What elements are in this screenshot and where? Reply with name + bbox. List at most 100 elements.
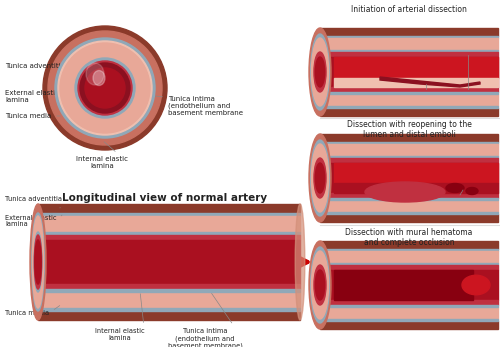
Ellipse shape <box>35 240 41 284</box>
Text: False lumen: False lumen <box>408 89 444 94</box>
Ellipse shape <box>309 241 331 329</box>
Bar <box>334 183 498 193</box>
Bar <box>320 50 498 52</box>
Circle shape <box>80 63 130 113</box>
Bar <box>320 156 498 158</box>
Bar <box>320 142 498 144</box>
Circle shape <box>58 41 152 135</box>
Bar <box>320 57 498 87</box>
Circle shape <box>75 58 135 118</box>
Bar <box>320 263 498 265</box>
Ellipse shape <box>295 204 305 320</box>
Ellipse shape <box>316 57 324 87</box>
Bar <box>38 204 300 213</box>
Circle shape <box>43 26 167 150</box>
Ellipse shape <box>316 270 324 300</box>
Bar <box>320 94 498 106</box>
Text: Tunica intima
(endothelium and
basement membrane): Tunica intima (endothelium and basement … <box>168 293 242 347</box>
Text: Dissection with mural hematoma
and complete occlusion: Dissection with mural hematoma and compl… <box>346 228 472 247</box>
Ellipse shape <box>312 251 328 319</box>
Text: Tunica media: Tunica media <box>5 306 60 316</box>
Bar <box>334 163 498 183</box>
Bar <box>320 305 498 307</box>
Bar <box>38 289 300 292</box>
Ellipse shape <box>314 158 326 198</box>
Bar <box>334 270 473 300</box>
Ellipse shape <box>34 235 42 289</box>
Bar <box>38 235 300 240</box>
Bar <box>38 292 300 308</box>
Bar <box>320 212 498 214</box>
Ellipse shape <box>309 28 331 116</box>
Text: True lumen: True lumen <box>452 89 484 94</box>
Circle shape <box>48 31 162 145</box>
Ellipse shape <box>466 187 478 195</box>
Ellipse shape <box>93 70 105 85</box>
Bar <box>320 106 498 108</box>
Ellipse shape <box>314 265 326 305</box>
Circle shape <box>60 43 150 133</box>
Text: External elastic
lamina: External elastic lamina <box>5 90 59 102</box>
Polygon shape <box>380 77 480 87</box>
Ellipse shape <box>312 144 328 212</box>
Bar <box>320 200 498 212</box>
Bar <box>334 57 498 78</box>
Ellipse shape <box>314 52 326 92</box>
Bar <box>320 214 498 222</box>
Bar <box>320 270 498 300</box>
Bar <box>320 36 498 38</box>
Bar <box>38 308 300 311</box>
Ellipse shape <box>316 163 324 193</box>
Bar <box>320 321 498 329</box>
Bar <box>320 193 498 198</box>
Bar <box>320 198 498 200</box>
Ellipse shape <box>34 232 42 292</box>
Bar <box>320 134 498 142</box>
Bar <box>320 319 498 321</box>
Bar <box>38 216 300 232</box>
Ellipse shape <box>365 182 445 202</box>
Ellipse shape <box>309 134 331 222</box>
Ellipse shape <box>32 216 44 308</box>
Text: Emboli: Emboli <box>450 195 470 200</box>
Bar <box>320 38 498 50</box>
Text: Initiation of arterial dissection: Initiation of arterial dissection <box>351 5 467 14</box>
Text: Longitudinal view of normal artery: Longitudinal view of normal artery <box>62 193 268 203</box>
Bar <box>38 232 300 235</box>
Text: Internal elastic
lamina: Internal elastic lamina <box>76 142 128 169</box>
Bar <box>320 52 498 57</box>
Ellipse shape <box>310 140 330 216</box>
Circle shape <box>85 68 125 108</box>
Ellipse shape <box>462 275 490 295</box>
Bar <box>38 213 300 216</box>
Bar <box>320 158 498 163</box>
Ellipse shape <box>30 204 46 320</box>
Circle shape <box>78 61 132 115</box>
Bar <box>320 144 498 156</box>
Bar <box>320 92 498 94</box>
Bar <box>334 78 498 87</box>
Text: Internal elastic
lamina: Internal elastic lamina <box>95 294 145 341</box>
Ellipse shape <box>310 247 330 323</box>
Bar <box>320 241 498 249</box>
Bar <box>320 163 498 193</box>
Bar <box>38 284 300 289</box>
Bar <box>320 300 498 305</box>
Bar <box>320 87 498 92</box>
Text: Tunica adventitia: Tunica adventitia <box>5 196 62 208</box>
Ellipse shape <box>312 38 328 106</box>
Bar <box>38 311 300 320</box>
Bar <box>320 28 498 36</box>
Circle shape <box>55 38 155 138</box>
Ellipse shape <box>86 63 104 85</box>
Text: Tunica intima
(endothelium and
basement membrane: Tunica intima (endothelium and basement … <box>132 93 243 116</box>
Text: Dissection with reopening to the
lumen and distal emboli: Dissection with reopening to the lumen a… <box>346 120 472 139</box>
Bar <box>320 249 498 251</box>
Ellipse shape <box>310 34 330 110</box>
Bar <box>320 265 498 270</box>
Bar <box>320 108 498 116</box>
Ellipse shape <box>32 213 44 311</box>
Bar <box>38 240 300 284</box>
Bar <box>320 307 498 319</box>
Text: Tunica adventitia: Tunica adventitia <box>5 63 65 69</box>
